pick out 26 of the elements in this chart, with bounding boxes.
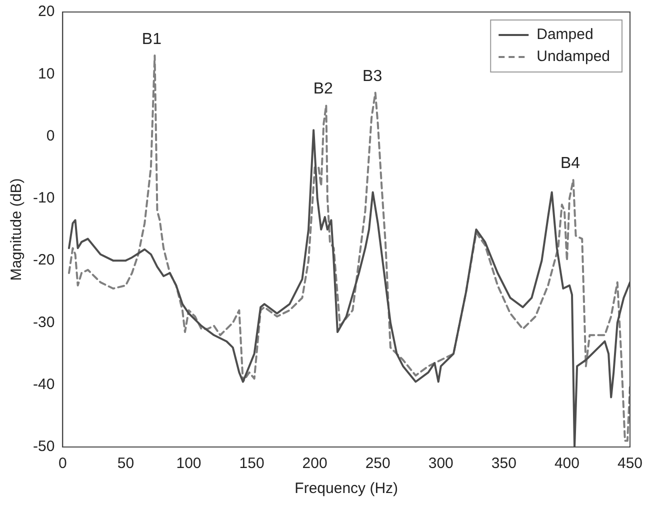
x-tick-label: 450 <box>617 455 643 472</box>
x-tick-label: 350 <box>491 455 516 472</box>
y-tick-label: -10 <box>32 190 55 207</box>
annotation: B3 <box>362 68 382 86</box>
x-tick-label: 0 <box>58 455 67 472</box>
x-tick-label: 100 <box>176 455 202 472</box>
y-tick-label: -30 <box>32 314 55 331</box>
legend-label: Undamped <box>536 48 610 66</box>
annotation: B1 <box>142 30 162 48</box>
annotation: B4 <box>560 155 580 172</box>
y-tick-label: 20 <box>38 3 55 20</box>
y-tick-label: 10 <box>38 65 55 82</box>
y-tick-label: -50 <box>32 438 55 456</box>
x-tick-label: 150 <box>239 455 264 472</box>
y-tick-label: -40 <box>32 376 55 393</box>
x-tick-label: 250 <box>365 455 390 472</box>
x-tick-label: 300 <box>428 455 454 472</box>
annotation: B2 <box>313 80 334 98</box>
x-tick-label: 400 <box>554 455 580 472</box>
legend-label: Damped <box>536 26 594 44</box>
x-tick-label: 200 <box>302 455 328 472</box>
y-axis-title: Magnitude (dB) <box>8 178 26 281</box>
y-tick-label: 0 <box>46 127 55 144</box>
y-tick-label: -20 <box>32 252 55 269</box>
x-axis-title: Frequency (Hz) <box>294 480 398 498</box>
x-tick-label: 50 <box>117 455 134 472</box>
